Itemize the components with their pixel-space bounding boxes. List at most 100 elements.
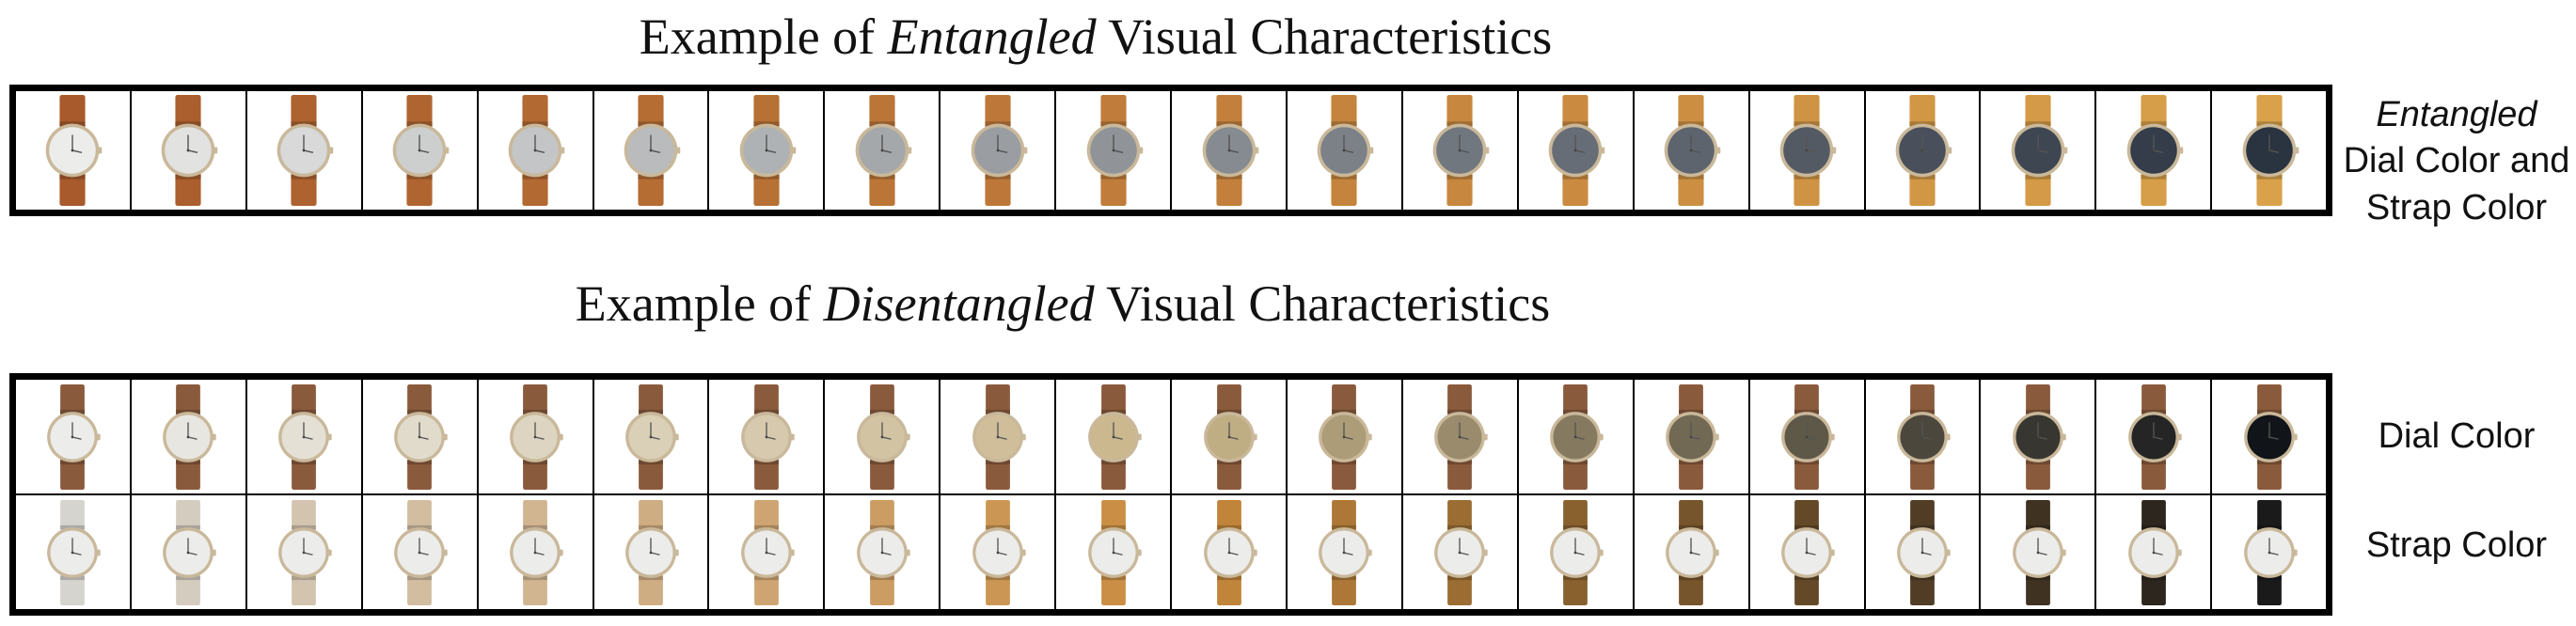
strap-color-label: Strap Color xyxy=(2365,525,2548,565)
watch-icon xyxy=(47,499,102,605)
image-cell xyxy=(2094,380,2210,493)
entangled-row xyxy=(16,91,2326,210)
image-cell xyxy=(476,380,593,493)
watch-icon xyxy=(1087,383,1142,490)
watch-icon xyxy=(856,383,910,490)
disentangled-image-strip xyxy=(9,373,2332,616)
image-cell xyxy=(2210,91,2326,210)
watch-icon xyxy=(1550,383,1604,490)
image-cell xyxy=(245,495,361,609)
image-cell xyxy=(1747,495,1864,609)
image-cell xyxy=(16,380,130,493)
image-cell xyxy=(360,495,477,609)
watch-icon xyxy=(2012,383,2066,490)
image-cell xyxy=(2094,91,2210,210)
image-cell xyxy=(1632,495,1748,609)
watch-icon xyxy=(162,95,218,206)
watch-icon xyxy=(1895,95,1952,206)
watch-icon xyxy=(394,499,448,605)
image-cell xyxy=(939,91,1054,210)
image-cell xyxy=(1632,91,1748,210)
image-cell xyxy=(1285,380,1401,493)
image-cell xyxy=(1285,495,1401,609)
watch-icon xyxy=(392,95,450,206)
watch-icon xyxy=(1433,95,1490,206)
image-cell xyxy=(16,495,130,609)
image-cell xyxy=(360,91,477,210)
watch-icon xyxy=(1202,95,1258,206)
image-cell xyxy=(592,380,708,493)
watch-icon xyxy=(1781,499,1835,605)
watch-icon xyxy=(971,95,1027,206)
image-cell xyxy=(1054,91,1170,210)
image-cell xyxy=(1516,495,1633,609)
disentangled-title: Example of Disentangled Visual Character… xyxy=(575,275,1551,332)
entangled-row-label: Entangled Dial Color and Strap Color xyxy=(2337,92,2576,231)
watch-icon xyxy=(163,383,217,490)
image-cell xyxy=(939,495,1054,609)
image-cell xyxy=(2210,495,2326,609)
watch-icon xyxy=(1664,95,1721,206)
image-cell xyxy=(1747,91,1864,210)
watch-icon xyxy=(2242,95,2299,206)
image-cell xyxy=(1516,380,1633,493)
watch-icon xyxy=(1318,95,1374,206)
watch-icon xyxy=(2243,383,2298,490)
watch-icon xyxy=(1897,499,1951,605)
watch-icon xyxy=(47,383,102,490)
image-cell xyxy=(823,495,939,609)
watch-icon xyxy=(278,383,332,490)
watch-icon xyxy=(625,499,679,605)
watch-icon xyxy=(1548,95,1605,206)
watch-icon xyxy=(2012,499,2066,605)
image-cell xyxy=(707,91,823,210)
watch-icon xyxy=(278,499,332,605)
image-cell xyxy=(1863,91,1980,210)
watch-icon xyxy=(972,383,1026,490)
watch-icon xyxy=(1897,383,1951,490)
image-cell xyxy=(1054,495,1170,609)
watch-icon xyxy=(1319,499,1373,605)
watch-icon xyxy=(2127,499,2182,605)
image-cell xyxy=(1979,495,2094,609)
image-cell xyxy=(1170,380,1286,493)
watch-icon xyxy=(1666,499,1719,605)
watch-icon xyxy=(741,499,795,605)
image-cell xyxy=(1632,380,1748,493)
strap-color-row xyxy=(16,493,2326,609)
watch-icon xyxy=(1434,383,1489,490)
watch-icon xyxy=(394,383,448,490)
watch-icon xyxy=(2127,383,2182,490)
image-cell xyxy=(16,91,130,210)
watch-icon xyxy=(46,95,103,206)
watch-icon xyxy=(510,383,563,490)
image-cell xyxy=(1285,91,1401,210)
image-cell xyxy=(1400,495,1517,609)
entangled-label-line2: Dial Color and xyxy=(2343,141,2570,181)
watch-icon xyxy=(741,383,795,490)
image-cell xyxy=(592,495,708,609)
image-cell xyxy=(129,91,245,210)
image-cell xyxy=(476,495,593,609)
image-cell xyxy=(129,495,245,609)
image-cell xyxy=(1863,495,1980,609)
image-cell xyxy=(707,380,823,493)
image-cell xyxy=(1979,91,2094,210)
image-cell xyxy=(1516,91,1633,210)
watch-icon xyxy=(2011,95,2068,206)
watch-icon xyxy=(2243,499,2298,605)
watch-icon xyxy=(972,499,1026,605)
image-cell xyxy=(1170,91,1286,210)
image-cell xyxy=(823,91,939,210)
watch-icon xyxy=(1550,499,1604,605)
image-cell xyxy=(1747,380,1864,493)
watch-icon xyxy=(508,95,565,206)
dial-color-label: Dial Color xyxy=(2378,416,2536,456)
entangled-title: Example of Entangled Visual Characterist… xyxy=(639,8,1553,65)
image-cell xyxy=(2094,495,2210,609)
watch-icon xyxy=(1781,383,1835,490)
image-cell xyxy=(592,91,708,210)
watch-icon xyxy=(624,95,681,206)
entangled-label-line3: Strap Color xyxy=(2365,187,2548,227)
watch-icon xyxy=(510,499,563,605)
